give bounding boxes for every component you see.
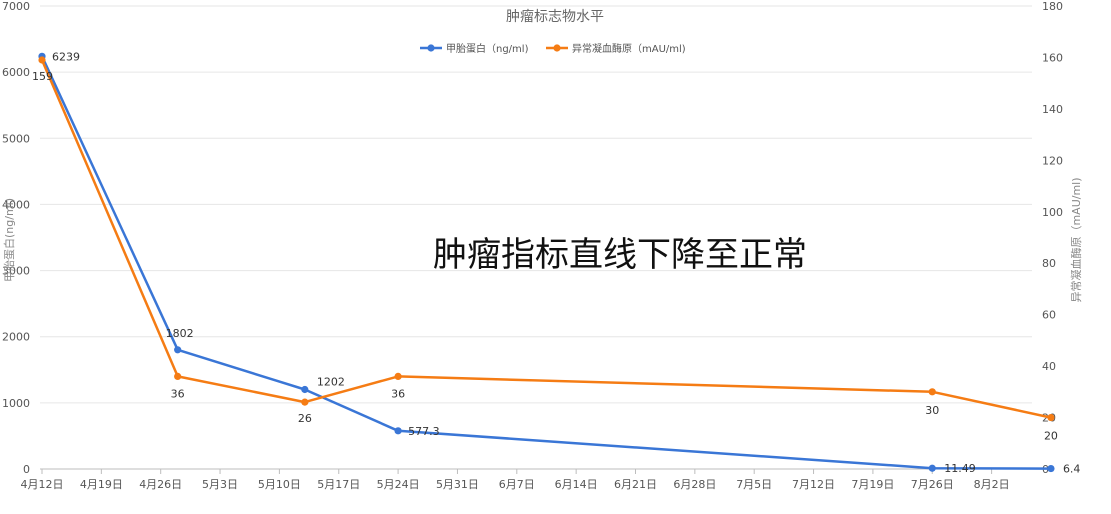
right-y-tick-label: 120 xyxy=(1042,154,1063,167)
x-tick-label: 7月26日 xyxy=(911,478,954,491)
right-y-tick-label: 80 xyxy=(1042,257,1056,270)
x-tick-label: 4月12日 xyxy=(21,478,64,491)
x-tick-label: 4月19日 xyxy=(80,478,123,491)
x-tick-label: 7月19日 xyxy=(851,478,894,491)
chart-annotation: 肿瘤指标直线下降至正常 xyxy=(433,235,807,275)
series-1-data-label: 159 xyxy=(32,70,53,83)
left-y-tick-label: 3000 xyxy=(2,265,30,278)
left-y-tick-label: 4000 xyxy=(2,198,30,211)
series-1-point xyxy=(928,388,936,396)
x-tick-label: 5月3日 xyxy=(202,478,238,491)
left-y-tick-label: 2000 xyxy=(2,331,30,344)
right-y-ticks: 020406080100120140160180 xyxy=(1042,0,1063,476)
right-y-tick-label: 160 xyxy=(1042,51,1063,64)
series-0-data-label: 6239 xyxy=(52,50,80,63)
left-y-tick-label: 0 xyxy=(23,463,30,476)
series-1-data-label: 20 xyxy=(1044,430,1058,443)
right-y-tick-label: 40 xyxy=(1042,360,1056,373)
left-y-tick-label: 7000 xyxy=(2,0,30,13)
gridlines xyxy=(40,5,1032,470)
data-labels: 6239 1802 1202 577.3 11.49 6.4 159 36 26 36 30 20 xyxy=(32,50,1080,475)
legend-label: 甲胎蛋白（ng/ml) xyxy=(446,42,529,55)
right-y-axis-label: 异常凝血酶原（mAU/ml) xyxy=(1069,177,1083,302)
series-1-point xyxy=(38,56,46,64)
x-tick-label: 8月2日 xyxy=(974,478,1010,491)
series-0-data-label: 1802 xyxy=(166,327,194,340)
series-group xyxy=(38,52,1055,473)
series-1-point xyxy=(1047,413,1055,422)
series-1-point xyxy=(394,372,402,380)
left-y-tick-label: 1000 xyxy=(2,397,30,410)
left-y-tick-label: 5000 xyxy=(2,132,30,145)
series-0-data-label: 1202 xyxy=(317,375,345,388)
x-tick-label: 7月12日 xyxy=(792,478,835,491)
series-0-data-label: 577.3 xyxy=(408,425,440,438)
legend-swatch-marker xyxy=(553,44,561,52)
chart-title: 肿瘤标志物水平 xyxy=(506,8,604,25)
right-y-tick-label: 140 xyxy=(1042,103,1063,116)
right-y-tick-label: 100 xyxy=(1042,206,1063,219)
series-line-1 xyxy=(40,59,1052,419)
series-1-data-label: 36 xyxy=(391,387,405,400)
x-ticks: 4月12日 4月19日 4月26日 5月3日 5月10日 5月17日 5月24日 5月31日 6… xyxy=(21,469,1010,491)
legend-label: 异常凝血酶原（mAU/ml) xyxy=(572,42,686,55)
series-1-data-label: 36 xyxy=(171,387,185,400)
x-tick-label: 5月17日 xyxy=(317,478,360,491)
x-tick-label: 6月7日 xyxy=(499,478,535,491)
x-tick-label: 6月21日 xyxy=(614,478,657,491)
series-0-point xyxy=(394,427,402,435)
series-0-point xyxy=(301,385,309,394)
right-y-tick-label: 180 xyxy=(1042,0,1063,13)
legend: 甲胎蛋白（ng/ml) 异常凝血酶原（mAU/ml) xyxy=(420,42,686,55)
series-0-point xyxy=(174,346,182,354)
series-0-data-label: 6.4 xyxy=(1063,463,1081,476)
x-tick-label: 5月10日 xyxy=(258,478,301,491)
left-y-tick-label: 6000 xyxy=(2,66,30,79)
series-1-point xyxy=(301,398,309,406)
x-tick-label: 6月14日 xyxy=(555,478,598,491)
series-1-data-label: 30 xyxy=(925,404,939,417)
x-tick-label: 4月26日 xyxy=(139,478,182,491)
left-y-axis-label: 甲胎蛋白(ng/ml) xyxy=(2,198,16,282)
series-line-0 xyxy=(40,55,1052,470)
left-y-ticks: 0 1000 2000 3000 4000 5000 6000 7000 xyxy=(2,0,30,476)
x-tick-label: 5月24日 xyxy=(377,478,420,491)
series-0-point xyxy=(1047,464,1055,473)
series-0-point xyxy=(928,464,936,472)
x-tick-label: 7月5日 xyxy=(736,478,772,491)
right-y-tick-label: 60 xyxy=(1042,309,1056,322)
series-1-point xyxy=(174,372,182,380)
series-0-data-label: 11.49 xyxy=(944,462,976,475)
x-tick-label: 5月31日 xyxy=(436,478,479,491)
x-tick-label: 6月28日 xyxy=(673,478,716,491)
series-1-data-label: 26 xyxy=(298,412,312,425)
legend-swatch-marker xyxy=(427,44,435,52)
